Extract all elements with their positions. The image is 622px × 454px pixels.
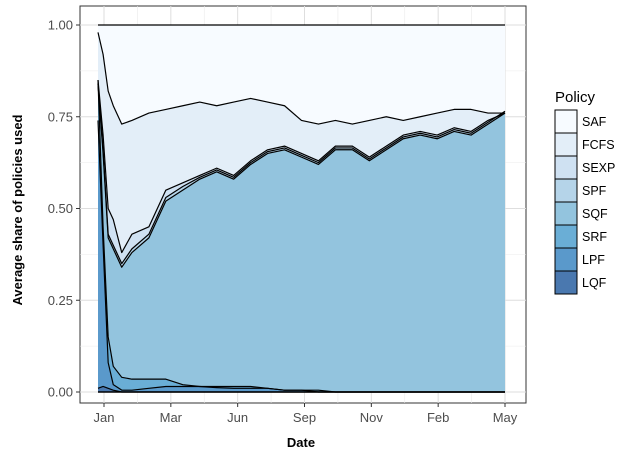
x-tick-label: Jun — [227, 410, 248, 425]
legend: Policy SAF FCFS SEXP SPF SQF SRF LPF LQF — [554, 89, 615, 295]
legend-key-saf — [554, 109, 578, 134]
legend-key-srf — [554, 224, 578, 249]
y-tick-label: 0.75 — [48, 109, 73, 124]
y-tick-label: 0.25 — [48, 293, 73, 308]
legend-key-lqf — [554, 270, 578, 295]
area-fcfs — [98, 32, 505, 253]
y-axis: 0.00 0.25 0.50 0.75 1.00 — [48, 18, 80, 400]
x-tick-label: Nov — [360, 410, 384, 425]
legend-title: Policy — [555, 89, 596, 106]
boundary-line-sqf — [97, 83, 506, 268]
x-axis: Jan Mar Jun Sep Nov Feb May — [94, 403, 518, 425]
x-tick-label: Feb — [427, 410, 449, 425]
legend-label-sqf: SQF — [582, 207, 608, 221]
y-tick-label: 0.00 — [48, 385, 73, 400]
legend-label-lqf: LQF — [582, 276, 607, 290]
x-tick-label: Jan — [94, 410, 115, 425]
area-series-group — [98, 25, 505, 393]
boundary-line-fcfs — [97, 32, 505, 125]
legend-key-spf — [554, 178, 578, 203]
legend-key-lpf — [554, 247, 578, 272]
legend-label-spf: SPF — [582, 184, 607, 198]
x-axis-title: Date — [287, 435, 315, 450]
legend-key-fcfs — [554, 132, 578, 157]
legend-label-sexp: SEXP — [582, 161, 615, 175]
boundary-line-sexp — [97, 79, 506, 254]
y-axis-title: Average share of policies used — [10, 114, 25, 305]
legend-label-saf: SAF — [582, 115, 607, 129]
legend-key-sqf — [554, 201, 578, 226]
x-tick-label: May — [493, 410, 518, 425]
legend-label-srf: SRF — [582, 230, 607, 244]
legend-label-fcfs: FCFS — [582, 138, 615, 152]
x-tick-label: Sep — [293, 410, 316, 425]
y-tick-label: 1.00 — [48, 18, 73, 33]
area-saf — [98, 25, 505, 125]
boundary-line-srf — [97, 80, 505, 393]
y-tick-label: 0.50 — [48, 201, 73, 216]
x-tick-label: Mar — [160, 410, 183, 425]
boundary-lines-group — [97, 24, 506, 393]
legend-label-lpf: LPF — [582, 253, 605, 267]
area-sqf — [98, 80, 505, 393]
legend-key-sexp — [554, 155, 578, 180]
boundary-line-spf — [97, 83, 506, 265]
